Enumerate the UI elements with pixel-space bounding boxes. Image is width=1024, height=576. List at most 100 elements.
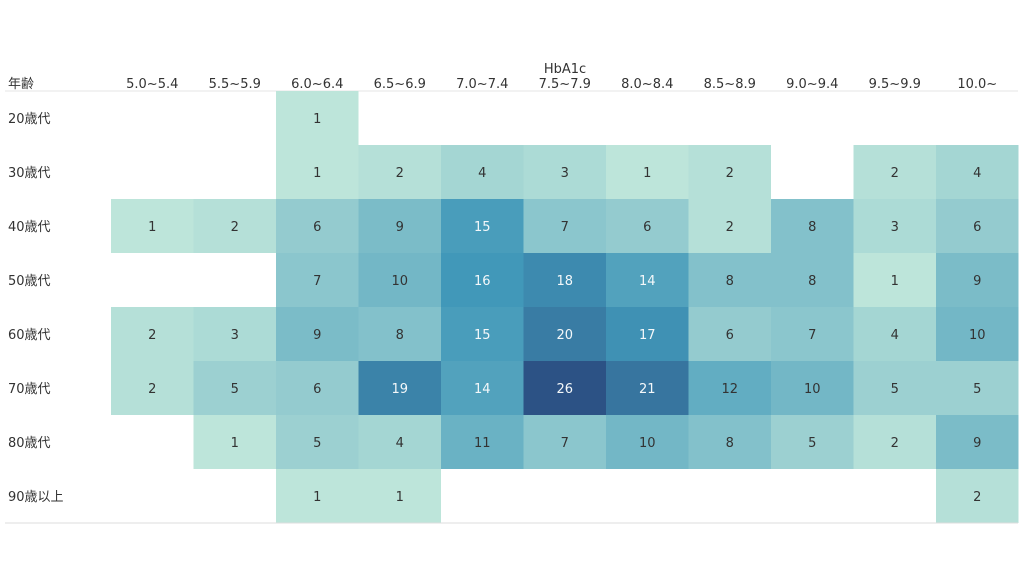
column-label: 5.0~5.4: [126, 77, 178, 92]
column-label: 8.0~8.4: [621, 77, 673, 92]
heatmap-cell: [276, 199, 359, 253]
heatmap-cell: [853, 415, 936, 469]
heatmap-cell: [358, 469, 441, 523]
cell-value-label: 2: [148, 328, 156, 343]
heatmap-cell: [276, 469, 359, 523]
cell-value-label: 7: [561, 220, 569, 235]
cell-value-label: 5: [313, 436, 321, 451]
cell-value-label: 19: [391, 382, 408, 397]
heatmap-cell: [523, 415, 606, 469]
cell-value-label: 7: [561, 436, 569, 451]
cell-value-label: 4: [478, 166, 486, 181]
row-label: 70歳代: [8, 382, 51, 397]
column-label: 6.5~6.9: [374, 77, 426, 92]
cell-value-label: 16: [474, 274, 491, 289]
heatmap-cell: [936, 307, 1019, 361]
heatmap-cell: [111, 361, 194, 415]
heatmap-cell: [193, 307, 276, 361]
cell-value-label: 2: [231, 220, 239, 235]
cell-value-label: 6: [313, 382, 321, 397]
cell-value-label: 18: [556, 274, 573, 289]
cell-value-label: 1: [313, 112, 321, 127]
cell-value-label: 9: [973, 274, 981, 289]
heatmap-cell: [441, 199, 524, 253]
cell-labels: 11 2 4 3 1 2 2 41 2 6 9 15 7 6 2 8 3 67 10 16 18 14 8 8 1 92 3 9 8 15…: [148, 112, 985, 505]
row-label: 30歳代: [8, 166, 51, 181]
heatmap-cell: [936, 415, 1019, 469]
heatmap-cell: [358, 361, 441, 415]
cell-value-label: 15: [474, 220, 491, 235]
heatmap-cell: [688, 415, 771, 469]
heatmap-cell: [688, 307, 771, 361]
cell-value-label: 10: [391, 274, 408, 289]
heatmap-cell: [936, 361, 1019, 415]
cell-value-label: 6: [313, 220, 321, 235]
heatmap-cell: [193, 199, 276, 253]
heatmap-cell: [523, 199, 606, 253]
heatmap-cell: [358, 415, 441, 469]
cell-value-label: 21: [639, 382, 656, 397]
cell-value-label: 2: [973, 490, 981, 505]
heatmap-cell: [771, 415, 854, 469]
row-label: 40歳代: [8, 220, 51, 235]
cell-value-label: 4: [891, 328, 899, 343]
heatmap-cell: [771, 307, 854, 361]
heatmap-cell: [441, 415, 524, 469]
heatmap-cell: [936, 199, 1019, 253]
column-labels: 5.0~5.4 5.5~5.9 6.0~6.4 6.5~6.9 7.0~7.4 7.5~7…: [126, 77, 997, 92]
cell-value-label: 17: [639, 328, 656, 343]
cell-value-label: 11: [474, 436, 491, 451]
cell-value-label: 1: [231, 436, 239, 451]
heatmap-cell: [606, 415, 689, 469]
heatmap-cell: [606, 253, 689, 307]
heatmap-cell: [441, 145, 524, 199]
heatmap-cell: [771, 253, 854, 307]
cell-value-label: 2: [891, 166, 899, 181]
cell-value-label: 8: [808, 274, 816, 289]
row-label: 20歳代: [8, 112, 51, 127]
heatmap-cell: [606, 361, 689, 415]
cell-value-label: 4: [973, 166, 981, 181]
heatmap-cell: [853, 145, 936, 199]
cell-value-label: 9: [973, 436, 981, 451]
row-labels: 20歳代 30歳代 40歳代 50歳代 60歳代 70歳代 80歳代 90歳以上: [8, 112, 64, 505]
cell-value-label: 26: [556, 382, 573, 397]
cell-value-label: 3: [231, 328, 239, 343]
cell-value-label: 6: [726, 328, 734, 343]
heatmap-cell: [853, 253, 936, 307]
cell-value-label: 14: [474, 382, 491, 397]
row-label: 60歳代: [8, 328, 51, 343]
heatmap-cell: [276, 361, 359, 415]
heatmap-cell: [358, 253, 441, 307]
cell-value-label: 4: [396, 436, 404, 451]
heatmap-cell: [606, 145, 689, 199]
heatmap-cell: [276, 415, 359, 469]
cell-value-label: 8: [808, 220, 816, 235]
cell-value-label: 9: [396, 220, 404, 235]
column-label: 5.5~5.9: [209, 77, 261, 92]
heatmap-cell: [688, 145, 771, 199]
cell-value-label: 2: [891, 436, 899, 451]
heatmap-cell: [688, 199, 771, 253]
cell-value-label: 2: [148, 382, 156, 397]
cell-value-label: 2: [726, 166, 734, 181]
cell-value-label: 8: [726, 436, 734, 451]
cell-value-label: 1: [396, 490, 404, 505]
cell-value-label: 1: [891, 274, 899, 289]
cell-value-label: 10: [804, 382, 821, 397]
heatmap-cell: [276, 145, 359, 199]
cell-value-label: 14: [639, 274, 656, 289]
cell-value-label: 8: [396, 328, 404, 343]
heatmap-cell: [441, 253, 524, 307]
column-label: 9.5~9.9: [869, 77, 921, 92]
heatmap-cell: [111, 307, 194, 361]
cell-value-label: 10: [969, 328, 986, 343]
column-label: 9.0~9.4: [786, 77, 838, 92]
cell-value-label: 6: [643, 220, 651, 235]
cell-value-label: 5: [973, 382, 981, 397]
heatmap-cell: [193, 415, 276, 469]
heatmap-cell: [276, 253, 359, 307]
cell-value-label: 3: [561, 166, 569, 181]
heatmap-cell: [523, 145, 606, 199]
